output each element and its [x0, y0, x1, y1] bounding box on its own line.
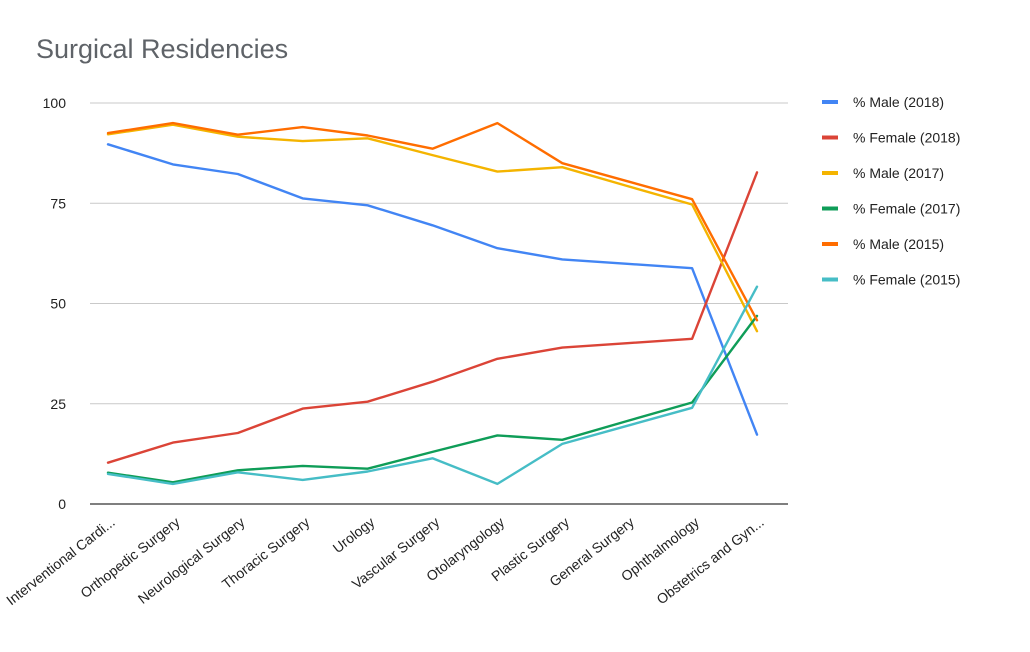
gridlines: [90, 102, 788, 405]
y-axis-tick-labels: 0 25 50 75 100: [43, 95, 67, 512]
legend: % Male (2018) % Female (2018) % Male (2017…: [822, 94, 960, 288]
x-tick-label: Interventional Cardi...: [3, 514, 118, 609]
series-line: [106, 171, 759, 464]
y-tick-label: 25: [50, 396, 66, 412]
y-tick-label: 0: [58, 496, 66, 512]
legend-label: % Female (2017): [853, 201, 960, 217]
legend-label: % Female (2018): [853, 130, 960, 146]
legend-label: % Male (2018): [853, 94, 944, 110]
legend-label: % Male (2015): [853, 236, 944, 252]
chart-title: Surgical Residencies: [36, 34, 289, 64]
series-line: [106, 285, 759, 486]
series-line: [106, 314, 759, 484]
series-line: [106, 123, 759, 333]
y-tick-label: 100: [43, 95, 67, 111]
x-tick-label: Urology: [330, 514, 378, 556]
series-line: [106, 143, 759, 436]
legend-label: % Female (2015): [853, 272, 960, 288]
legend-label: % Male (2017): [853, 165, 944, 181]
x-tick-label: Neurological Surgery: [135, 514, 248, 607]
series-line: [106, 121, 759, 322]
x-axis-tick-labels: Interventional Cardi...Orthopedic Surger…: [3, 514, 767, 609]
y-tick-label: 75: [50, 195, 66, 211]
series-lines: [106, 121, 759, 486]
x-tick-label: Obstetrics and Gyn...: [653, 514, 766, 608]
y-tick-label: 50: [50, 296, 66, 312]
